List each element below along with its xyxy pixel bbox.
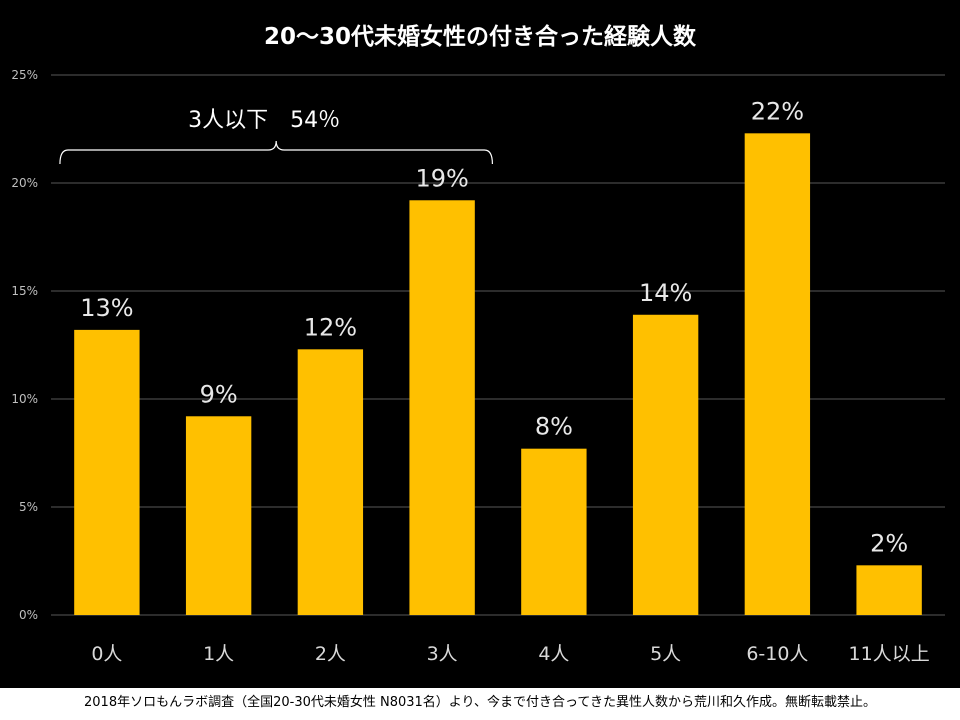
y-tick-label: 15% bbox=[11, 284, 38, 298]
data-label: 19% bbox=[415, 164, 468, 192]
data-label: 12% bbox=[304, 313, 357, 341]
data-label: 2% bbox=[870, 529, 908, 557]
bar bbox=[74, 329, 140, 615]
bar bbox=[632, 314, 699, 615]
data-label: 22% bbox=[751, 97, 804, 125]
x-tick-label: 11人以上 bbox=[849, 643, 930, 665]
chart-title: 20〜30代未婚女性の付き合った経験人数 bbox=[264, 23, 697, 50]
data-label: 9% bbox=[200, 380, 238, 408]
x-tick-label: 6-10人 bbox=[746, 643, 808, 665]
bar bbox=[744, 133, 811, 615]
bar bbox=[185, 416, 252, 615]
y-tick-label: 25% bbox=[11, 68, 38, 82]
data-label: 14% bbox=[639, 279, 692, 307]
data-label: 8% bbox=[535, 413, 573, 441]
bar bbox=[521, 448, 587, 615]
y-tick-label: 20% bbox=[11, 176, 38, 190]
annotation-label: 3人以下 bbox=[188, 108, 268, 133]
x-tick-label: 4人 bbox=[538, 643, 569, 665]
x-tick-label: 3人 bbox=[427, 643, 458, 665]
bar bbox=[409, 200, 475, 615]
x-tick-label: 2人 bbox=[315, 643, 346, 665]
y-tick-label: 0% bbox=[19, 608, 38, 622]
source-footnote: 2018年ソロもんラボ調査（全国20-30代未婚女性 N8031名）より、今まで… bbox=[0, 688, 960, 720]
y-tick-label: 5% bbox=[19, 500, 38, 514]
x-tick-label: 1人 bbox=[203, 643, 234, 665]
x-tick-label: 0人 bbox=[91, 643, 122, 665]
data-label: 13% bbox=[80, 294, 133, 322]
annotation-value: 54％ bbox=[290, 108, 340, 133]
x-tick-label: 5人 bbox=[650, 643, 681, 665]
annotation-brace bbox=[59, 140, 494, 165]
bar bbox=[856, 565, 922, 615]
bar bbox=[297, 349, 364, 615]
bar-chart: 20〜30代未婚女性の付き合った経験人数 0% 5% 10% 15% 20% 25% 3人… bbox=[11, 23, 945, 665]
y-tick-label: 10% bbox=[11, 392, 38, 406]
